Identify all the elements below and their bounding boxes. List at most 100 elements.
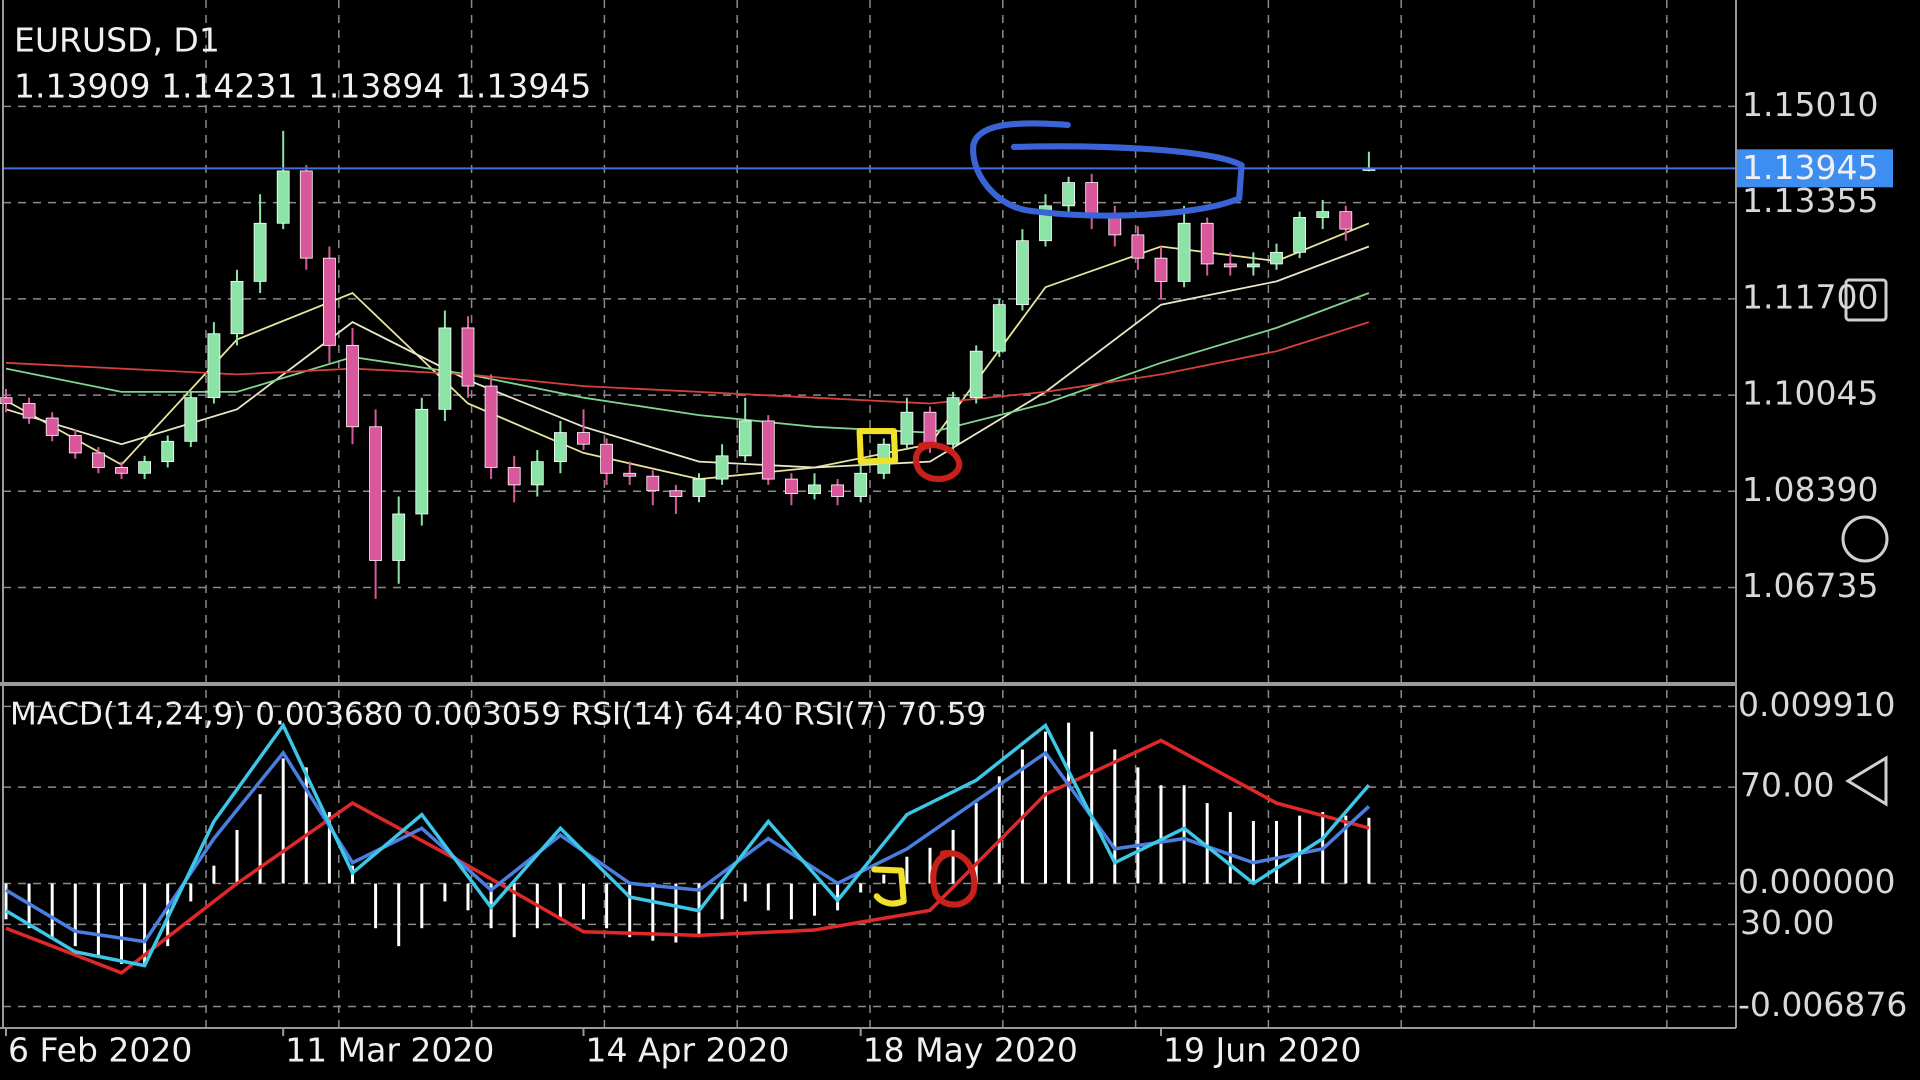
macd-bar [397, 883, 401, 947]
macd-bar [4, 883, 8, 920]
annotations [856, 120, 1245, 908]
candle-body [346, 344, 359, 428]
candle-body [600, 443, 613, 474]
y-tick-label: 0.000000 [1738, 862, 1895, 901]
macd-bar [951, 829, 955, 884]
side-icons [1841, 278, 1889, 807]
macd-bar [582, 883, 585, 920]
macd-bar [720, 883, 724, 920]
candle-body [738, 420, 752, 457]
macd-bar [512, 883, 516, 938]
macd-bar [1067, 722, 1071, 884]
square-icon[interactable] [1844, 278, 1888, 322]
y-tick-label: 1.08390 [1742, 470, 1878, 509]
candle-body [1154, 257, 1168, 282]
candle-body [507, 467, 521, 486]
x-tick-label: 18 May 2020 [863, 1031, 1078, 1070]
candle-body [715, 455, 729, 480]
candle-body [808, 484, 821, 495]
candle-body [1062, 182, 1075, 207]
macd-bar [73, 883, 77, 947]
macd-bar [466, 883, 470, 911]
candle-body [1316, 211, 1330, 218]
macd-bar [304, 767, 308, 884]
macd-bar [443, 883, 447, 902]
candle-body [92, 452, 105, 468]
x-tick-label: 6 Feb 2020 [8, 1031, 192, 1070]
candle-body [831, 484, 844, 497]
candle-body [438, 327, 452, 410]
macd-bar [1275, 820, 1278, 884]
macd-bar [235, 829, 239, 884]
macd-bar [859, 883, 863, 893]
macd-bar [1182, 785, 1186, 884]
candle-body [946, 397, 960, 445]
macd-bar [905, 856, 909, 884]
macd-bar [766, 883, 770, 911]
macd-bar [96, 883, 100, 956]
candle-body [1339, 211, 1353, 230]
signal-line [5, 738, 1370, 975]
macd-bar [674, 883, 678, 943]
candle-body [1200, 222, 1214, 265]
candle-body [253, 222, 267, 282]
candle-body [68, 435, 82, 454]
macd-bar [605, 883, 609, 929]
candle-body [207, 333, 221, 399]
candle-body [22, 403, 36, 419]
price-tag [1737, 149, 1893, 188]
y-tick-label: 1.06735 [1742, 566, 1878, 605]
candle-body [392, 513, 406, 561]
candle-body [1177, 222, 1191, 282]
macd-bar [212, 865, 216, 884]
macd-bar [374, 883, 378, 929]
grid-layer [3, 0, 1736, 1028]
macd-bar [1044, 731, 1047, 884]
macd-bar [1090, 731, 1094, 884]
macd-bar [882, 874, 886, 884]
candle-body [1085, 182, 1099, 218]
rsi-line [5, 749, 1371, 944]
candle-body [461, 327, 475, 387]
candle-body [299, 170, 313, 259]
macd-bar [327, 812, 331, 884]
blue-annotation [970, 120, 1245, 219]
triangle-icon[interactable] [1845, 755, 1888, 807]
macd-bar [1136, 767, 1140, 884]
macd-bar [50, 883, 54, 938]
candle-body [1131, 234, 1145, 259]
macd-bar [143, 883, 147, 964]
macd-bar [997, 776, 1001, 884]
macd-bar [1228, 812, 1232, 884]
red-annotation-lower [930, 850, 978, 908]
macd-bar [27, 883, 31, 929]
candle-body [577, 432, 590, 445]
macd-bar [1159, 785, 1163, 884]
indicator-readout: MACD(14,24,9) 0.003680 0.003059 RSI(14) … [10, 697, 986, 733]
macd-bar [420, 883, 424, 929]
candle-body [230, 281, 244, 335]
macd-bar [813, 883, 816, 916]
y-tick-label: 1.11700 [1742, 277, 1878, 316]
candle-body [0, 397, 13, 404]
candle-body [184, 397, 198, 442]
macd-bar [743, 883, 747, 902]
macd-bar [1298, 815, 1302, 884]
yellow-annotation-lower [871, 866, 907, 907]
candle-body [923, 411, 937, 445]
circle-icon[interactable] [1841, 515, 1889, 563]
macd-bar [1251, 820, 1255, 884]
macd-bar [628, 883, 632, 938]
yellow-annotation [856, 427, 899, 465]
macd-bar [1113, 749, 1117, 884]
candle-body [969, 350, 983, 399]
red-annotation [913, 441, 963, 482]
price-tag-label: 1.13945 [1742, 148, 1878, 187]
candle-body [1247, 263, 1260, 268]
mark-layer [0, 130, 1736, 975]
candle-body [785, 478, 798, 495]
ohlc-readout: 1.13909 1.14231 1.13894 1.13945 [14, 67, 591, 106]
candle-body [276, 170, 290, 224]
moving-average [5, 292, 1370, 434]
